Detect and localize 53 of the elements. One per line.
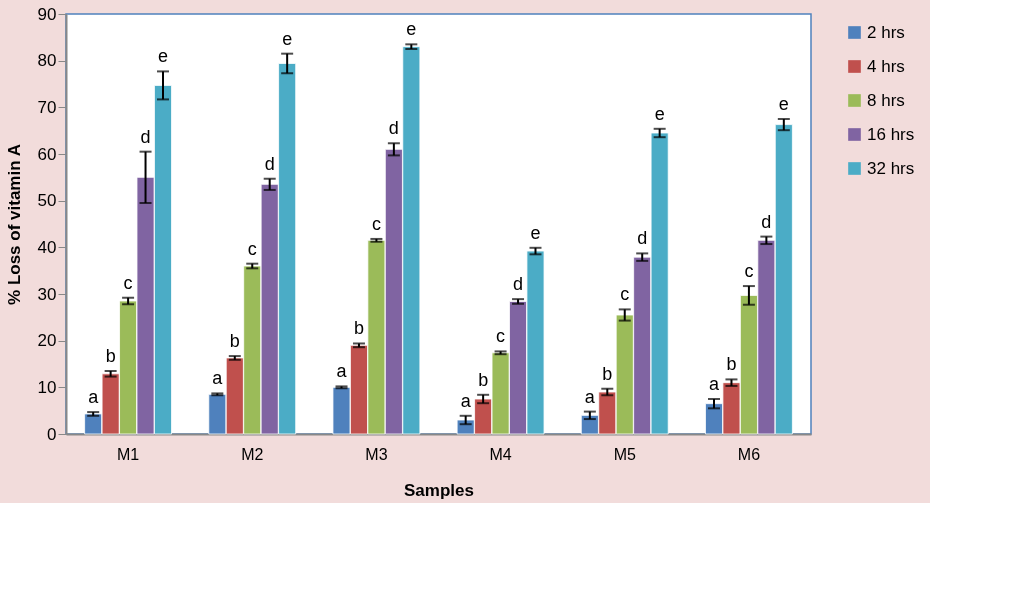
data-label: c xyxy=(620,284,630,305)
legend-label: 2 hrs xyxy=(867,22,905,42)
data-label: d xyxy=(513,274,524,295)
y-tick-label: 30 xyxy=(37,284,57,304)
data-label: c xyxy=(496,326,506,347)
data-label: c xyxy=(371,213,381,234)
data-label: b xyxy=(229,331,240,352)
data-label: e xyxy=(282,28,293,49)
y-tick-label: 90 xyxy=(37,4,57,24)
data-label: b xyxy=(105,346,116,366)
data-label: b xyxy=(726,354,737,375)
data-label: b xyxy=(478,369,489,390)
data-label: c xyxy=(744,261,754,282)
data-label: b xyxy=(602,363,613,384)
y-tick-label: 70 xyxy=(37,97,57,117)
data-label: e xyxy=(778,94,789,114)
data-label: e xyxy=(406,19,417,40)
y-tick-label: 50 xyxy=(37,191,57,211)
data-label: a xyxy=(584,386,596,407)
x-tick-label: M3 xyxy=(365,445,388,463)
y-tick-label: 10 xyxy=(37,377,57,397)
x-axis-title: Samples xyxy=(404,480,474,500)
data-label: e xyxy=(530,222,541,243)
data-label: d xyxy=(637,228,648,249)
y-axis-title: % Loss of vitamin A xyxy=(4,144,24,305)
data-label: c xyxy=(247,238,257,259)
y-tick-label: 60 xyxy=(37,144,57,164)
legend-label: 16 hrs xyxy=(867,124,915,144)
y-tick-label: 20 xyxy=(37,331,57,351)
x-tick-label: M6 xyxy=(737,445,761,463)
data-label: a xyxy=(460,390,472,411)
data-label: d xyxy=(140,126,151,147)
data-label: a xyxy=(88,387,100,408)
y-tick-label: 40 xyxy=(37,237,57,257)
data-label: d xyxy=(264,153,275,174)
data-label: a xyxy=(336,361,348,382)
x-tick-label: M4 xyxy=(489,445,512,463)
y-tick-label: 80 xyxy=(37,51,57,71)
data-label: a xyxy=(709,374,720,394)
x-tick-label: M2 xyxy=(241,445,264,463)
legend-label: 4 hrs xyxy=(867,56,905,76)
data-label: e xyxy=(654,103,665,124)
y-tick-label: 0 xyxy=(47,424,57,444)
data-label: d xyxy=(761,211,772,232)
x-tick-label: M1 xyxy=(116,445,140,463)
x-tick-label: M5 xyxy=(613,445,636,463)
data-label: b xyxy=(353,318,364,339)
legend-label: 32 hrs xyxy=(867,158,915,178)
data-label: c xyxy=(123,272,133,293)
data-label: e xyxy=(157,46,168,67)
data-label: a xyxy=(212,368,224,389)
legend-label: 8 hrs xyxy=(867,90,905,110)
data-label: d xyxy=(388,118,399,139)
